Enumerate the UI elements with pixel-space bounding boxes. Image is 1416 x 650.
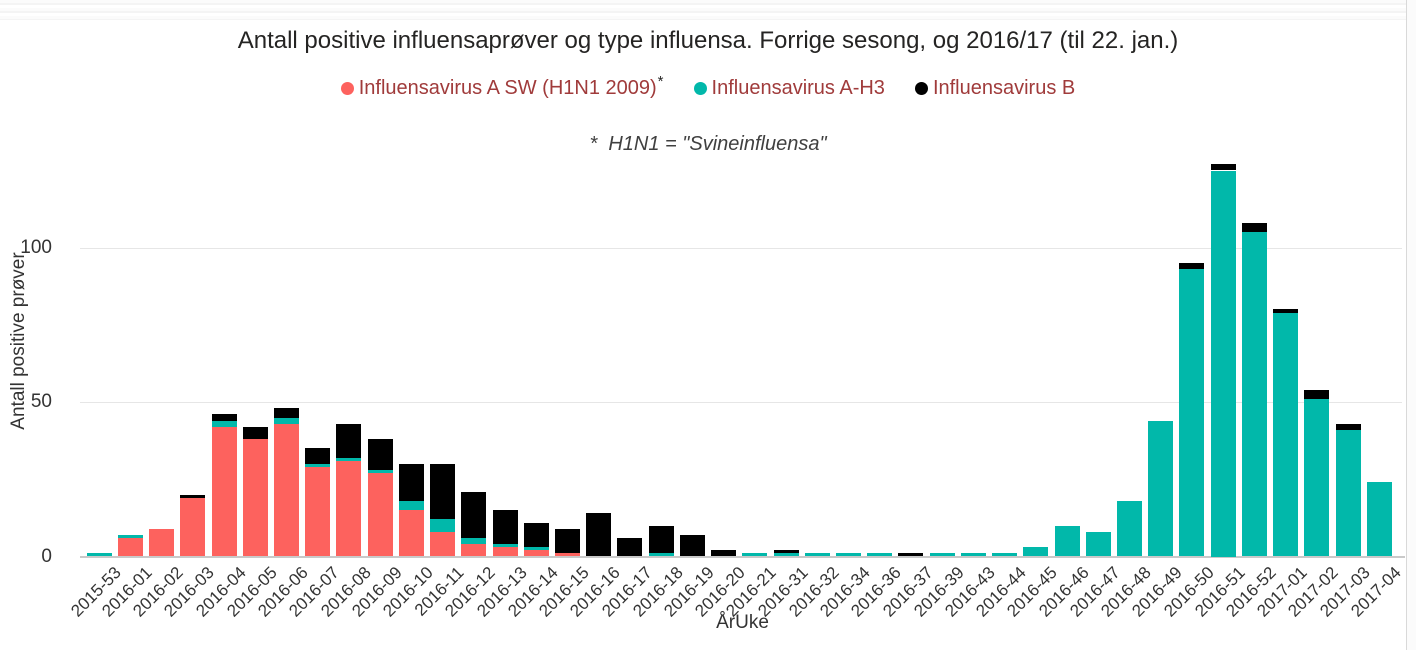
bar-segment[interactable] bbox=[617, 537, 643, 557]
bar-segment[interactable] bbox=[180, 497, 206, 557]
bar-segment[interactable] bbox=[367, 473, 393, 557]
bar-segment[interactable] bbox=[398, 500, 424, 511]
bar-segment[interactable] bbox=[398, 463, 424, 501]
bar-segment[interactable] bbox=[555, 553, 580, 557]
bar-segment[interactable] bbox=[711, 550, 737, 557]
bar-segment[interactable] bbox=[242, 426, 268, 440]
bar-segment[interactable] bbox=[305, 466, 331, 557]
legend-dot-icon bbox=[340, 82, 354, 95]
pane-right-strip bbox=[1407, 0, 1416, 650]
legend-dot-icon bbox=[693, 82, 707, 95]
legend-footnote-marker: * bbox=[657, 73, 664, 90]
bar-segment[interactable] bbox=[523, 547, 549, 551]
legend-label: Influensavirus A SW (H1N1 2009) bbox=[358, 77, 657, 99]
bar-segment[interactable] bbox=[1241, 222, 1267, 233]
bar-segment[interactable] bbox=[1304, 399, 1330, 557]
bar-segment[interactable] bbox=[1148, 420, 1174, 557]
legend-label: Influensavirus B bbox=[932, 77, 1076, 99]
gridline-y-50 bbox=[80, 402, 1402, 404]
bar-segment[interactable] bbox=[367, 439, 393, 471]
bar-segment[interactable] bbox=[430, 519, 456, 532]
bar-segment[interactable] bbox=[523, 522, 549, 548]
bar-segment[interactable] bbox=[274, 417, 300, 424]
bar-segment[interactable] bbox=[523, 550, 549, 557]
bar-segment[interactable] bbox=[492, 547, 518, 557]
bar-segment[interactable] bbox=[430, 463, 456, 520]
bar-segment[interactable] bbox=[336, 457, 362, 461]
bar-segment[interactable] bbox=[992, 553, 1018, 557]
pane-right-border bbox=[1406, 0, 1407, 650]
bar-segment[interactable] bbox=[1241, 232, 1267, 557]
bar-segment[interactable] bbox=[1116, 500, 1142, 557]
bar-segment[interactable] bbox=[492, 510, 518, 545]
legend-label: Influensavirus A-H3 bbox=[711, 77, 885, 99]
bar-segment[interactable] bbox=[742, 553, 768, 557]
window-top-edge bbox=[0, 0, 1416, 20]
bar-segment[interactable] bbox=[117, 537, 143, 557]
legend-item[interactable]: Influensavirus A SW (H1N1 2009) * bbox=[340, 73, 664, 100]
y-tick-label: 0 bbox=[41, 545, 52, 567]
bar-segment[interactable] bbox=[492, 544, 518, 548]
y-tick-label: 50 bbox=[30, 391, 52, 413]
bar-segment[interactable] bbox=[461, 537, 487, 545]
bar-segment[interactable] bbox=[1085, 531, 1111, 557]
bar-segment[interactable] bbox=[929, 553, 955, 557]
bar-segment[interactable] bbox=[648, 553, 674, 557]
bar-segment[interactable] bbox=[180, 494, 206, 498]
bar-segment[interactable] bbox=[1210, 170, 1236, 557]
bar-segment[interactable] bbox=[648, 525, 674, 554]
legend-dot-icon bbox=[914, 82, 928, 95]
bar-segment[interactable] bbox=[211, 420, 237, 427]
bar-segment[interactable] bbox=[336, 423, 362, 458]
bar-segment[interactable] bbox=[555, 528, 580, 554]
x-axis-title: ÅrUke bbox=[716, 612, 769, 633]
gridline-y-100 bbox=[80, 247, 1402, 249]
bar-segment[interactable] bbox=[1335, 429, 1361, 557]
bar-segment[interactable] bbox=[679, 534, 705, 557]
bar-segment[interactable] bbox=[274, 408, 300, 418]
chart-legend: Influensavirus A SW (H1N1 2009) * Influens… bbox=[0, 73, 1416, 100]
bar-segment[interactable] bbox=[898, 553, 924, 557]
bar-segment[interactable] bbox=[367, 470, 393, 474]
bar-segment[interactable] bbox=[336, 460, 362, 557]
bar-segment[interactable] bbox=[305, 463, 331, 467]
bar-segment[interactable] bbox=[461, 491, 487, 538]
bar-segment[interactable] bbox=[1273, 309, 1299, 313]
bar-segment[interactable] bbox=[1273, 312, 1299, 557]
bar-segment[interactable] bbox=[1023, 547, 1049, 557]
bar-segment[interactable] bbox=[242, 439, 268, 557]
bar-segment[interactable] bbox=[305, 448, 331, 464]
chart-title: Antall positive influensaprøver og type … bbox=[237, 27, 1179, 54]
bar-segment[interactable] bbox=[1179, 269, 1205, 557]
bar-segment[interactable] bbox=[1054, 525, 1080, 557]
bar-segment[interactable] bbox=[211, 426, 237, 557]
x-axis-line bbox=[80, 556, 1405, 558]
bar-segment[interactable] bbox=[1210, 164, 1236, 171]
bar-segment[interactable] bbox=[1179, 263, 1205, 270]
y-tick-label: 100 bbox=[20, 236, 52, 258]
bar-segment[interactable] bbox=[867, 553, 893, 557]
bar-segment[interactable] bbox=[773, 550, 799, 554]
chart-footnote: * H1N1 = "Svineinfluensa" bbox=[589, 133, 827, 155]
bar-segment[interactable] bbox=[86, 553, 112, 557]
bar-segment[interactable] bbox=[274, 423, 300, 557]
bar-segment[interactable] bbox=[211, 414, 237, 421]
bar-segment[interactable] bbox=[1335, 423, 1361, 430]
bar-segment[interactable] bbox=[835, 553, 861, 557]
bar-segment[interactable] bbox=[804, 553, 830, 557]
bar-segment[interactable] bbox=[461, 544, 487, 557]
legend-item[interactable]: Influensavirus B bbox=[914, 76, 1076, 100]
bar-segment[interactable] bbox=[398, 510, 424, 557]
bar-segment[interactable] bbox=[1304, 389, 1330, 399]
legend-item[interactable]: Influensavirus A-H3 bbox=[693, 76, 885, 100]
bar-segment[interactable] bbox=[586, 513, 612, 557]
bar-segment[interactable] bbox=[149, 528, 175, 557]
bar-segment[interactable] bbox=[773, 553, 799, 557]
bar-segment[interactable] bbox=[117, 534, 143, 538]
bar-segment[interactable] bbox=[430, 531, 456, 557]
bar-segment[interactable] bbox=[1366, 482, 1392, 557]
bar-segment[interactable] bbox=[960, 553, 986, 557]
